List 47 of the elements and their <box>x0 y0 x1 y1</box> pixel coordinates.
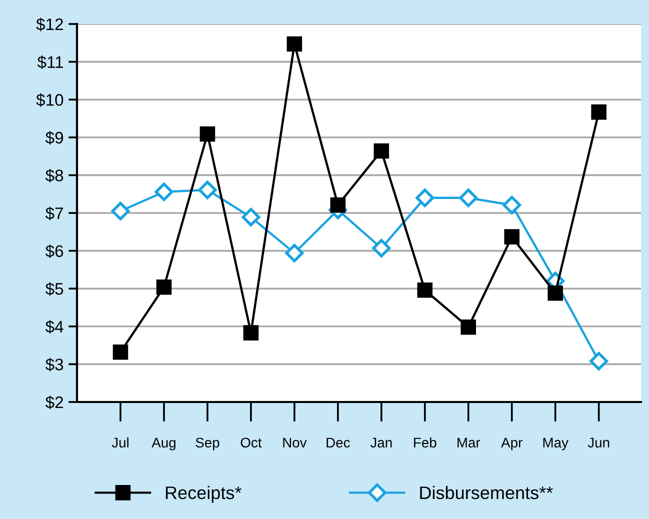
y-tick-label: $6 <box>45 244 64 258</box>
y-tick-label: $3 <box>45 358 64 372</box>
point <box>374 143 390 159</box>
point <box>460 320 476 335</box>
point <box>111 202 130 220</box>
y-tick-label: $8 <box>45 168 64 182</box>
y-tick-label: $2 <box>45 396 63 410</box>
point <box>416 188 434 208</box>
point <box>591 104 606 120</box>
y-tick-label: $7 <box>45 206 63 220</box>
point <box>330 197 346 213</box>
point <box>502 196 522 214</box>
point <box>504 229 520 244</box>
point <box>459 188 478 208</box>
point <box>590 352 608 370</box>
y-tick-label: $11 <box>37 56 63 69</box>
legend-label: Disbursements** <box>420 486 553 500</box>
y-tick-label: $12 <box>36 18 63 32</box>
point <box>112 344 128 360</box>
point <box>548 285 563 301</box>
x-tick-label: Feb <box>414 437 436 448</box>
point <box>243 325 259 340</box>
point <box>198 180 217 200</box>
x-tick-label: May <box>543 438 568 450</box>
x-tick-label: Mar <box>458 438 480 448</box>
x-tick-label: Jun <box>588 438 610 448</box>
point <box>372 238 391 258</box>
x-tick-label: Jan <box>370 438 392 448</box>
x-tick-label: Oct <box>240 438 262 448</box>
x-tick-label: Apr <box>501 438 522 450</box>
y-tick-label: $4 <box>45 320 64 334</box>
x-tick-label: Jul <box>112 437 128 448</box>
y-tick-label: $10 <box>36 93 64 107</box>
y-tick-label: $5 <box>45 282 64 296</box>
x-tick-label: Aug <box>152 438 176 450</box>
legend-label: Receipts* <box>166 486 242 503</box>
point <box>200 126 216 142</box>
point <box>417 282 433 298</box>
point <box>154 182 174 202</box>
point <box>286 36 302 52</box>
x-tick-label: Dec <box>326 438 350 448</box>
x-tick-label: Sep <box>196 438 220 450</box>
point <box>156 279 172 295</box>
point <box>242 208 260 226</box>
point <box>285 244 304 262</box>
y-tick-label: $9 <box>45 131 64 145</box>
x-tick-label: Nov <box>283 438 307 448</box>
